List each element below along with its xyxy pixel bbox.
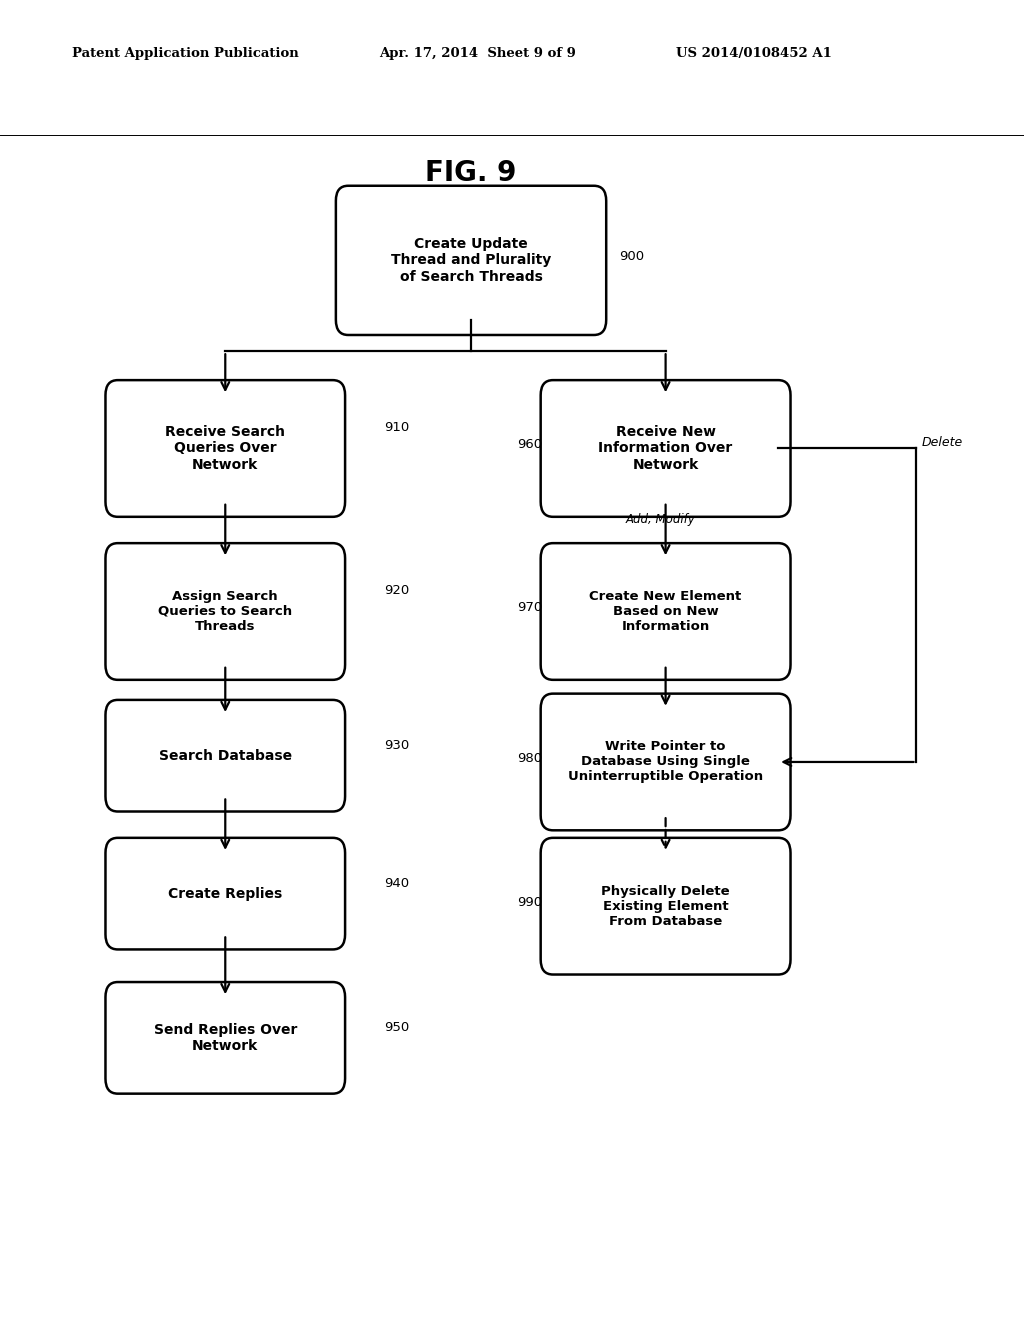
Text: 970: 970 <box>517 601 543 614</box>
Text: Write Pointer to
Database Using Single
Uninterruptible Operation: Write Pointer to Database Using Single U… <box>568 741 763 784</box>
Text: 920: 920 <box>384 583 410 597</box>
Text: Patent Application Publication: Patent Application Publication <box>72 46 298 59</box>
Text: Search Database: Search Database <box>159 748 292 763</box>
FancyBboxPatch shape <box>541 838 791 974</box>
FancyBboxPatch shape <box>541 380 791 517</box>
Text: 910: 910 <box>384 421 410 434</box>
Text: Create Replies: Create Replies <box>168 887 283 900</box>
Text: Assign Search
Queries to Search
Threads: Assign Search Queries to Search Threads <box>159 590 292 634</box>
FancyBboxPatch shape <box>541 543 791 680</box>
FancyBboxPatch shape <box>105 380 345 517</box>
FancyBboxPatch shape <box>105 838 345 949</box>
Text: Create New Element
Based on New
Information: Create New Element Based on New Informat… <box>590 590 741 634</box>
Text: Delete: Delete <box>922 436 963 449</box>
Text: US 2014/0108452 A1: US 2014/0108452 A1 <box>676 46 831 59</box>
Text: 930: 930 <box>384 739 410 752</box>
Text: 940: 940 <box>384 876 410 890</box>
FancyBboxPatch shape <box>336 186 606 335</box>
Text: Send Replies Over
Network: Send Replies Over Network <box>154 1023 297 1053</box>
Text: 950: 950 <box>384 1022 410 1035</box>
Text: Create Update
Thread and Plurality
of Search Threads: Create Update Thread and Plurality of Se… <box>391 238 551 284</box>
Text: Apr. 17, 2014  Sheet 9 of 9: Apr. 17, 2014 Sheet 9 of 9 <box>379 46 575 59</box>
Text: FIG. 9: FIG. 9 <box>425 158 517 186</box>
FancyBboxPatch shape <box>105 982 345 1094</box>
Text: 980: 980 <box>517 751 543 764</box>
Text: Add, Modify: Add, Modify <box>626 513 695 527</box>
Text: 990: 990 <box>517 896 543 909</box>
FancyBboxPatch shape <box>541 693 791 830</box>
Text: Receive New
Information Over
Network: Receive New Information Over Network <box>598 425 733 471</box>
Text: Physically Delete
Existing Element
From Database: Physically Delete Existing Element From … <box>601 884 730 928</box>
Text: 900: 900 <box>620 249 645 263</box>
FancyBboxPatch shape <box>105 700 345 812</box>
FancyBboxPatch shape <box>105 543 345 680</box>
Text: Receive Search
Queries Over
Network: Receive Search Queries Over Network <box>165 425 286 471</box>
Text: 960: 960 <box>517 438 543 451</box>
